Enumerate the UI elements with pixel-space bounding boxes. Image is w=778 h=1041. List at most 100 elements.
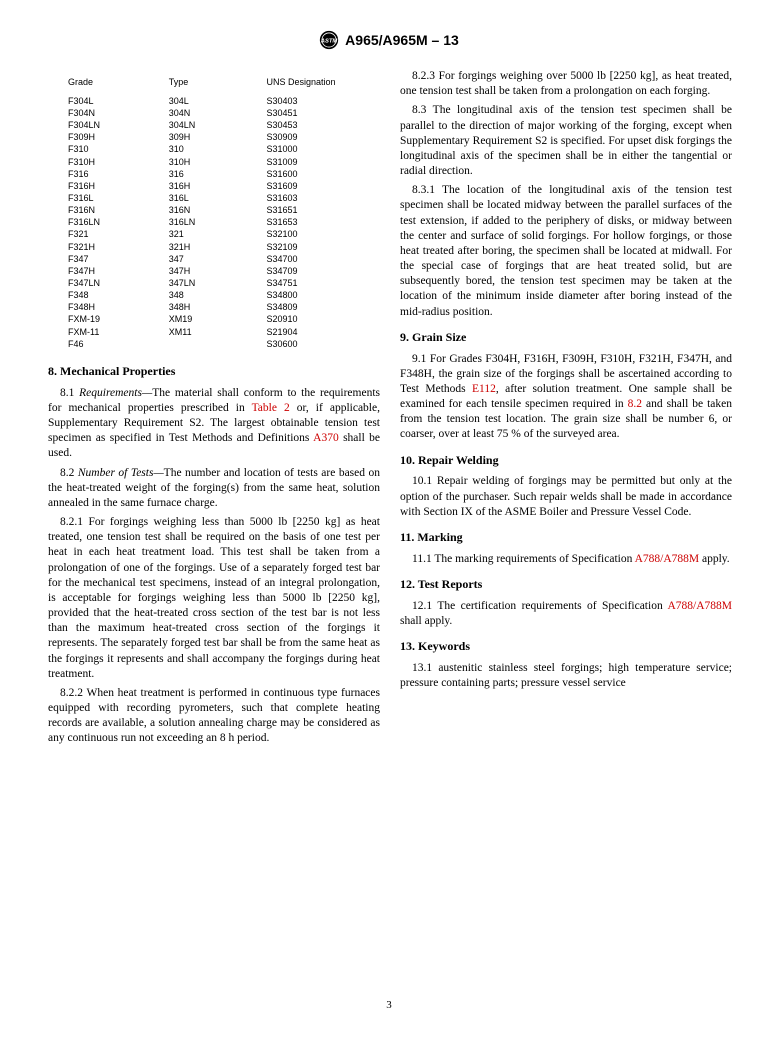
para-8-3-1: 8.3.1 The location of the longitudinal a…: [400, 183, 732, 320]
table-row: F316N316NS31651: [68, 204, 373, 216]
table-row: FXM-19XM19S20910: [68, 313, 373, 325]
cell-grade: F304L: [68, 95, 169, 107]
cell-grade: F310H: [68, 156, 169, 168]
cell-grade: F316: [68, 168, 169, 180]
cell-grade: F347H: [68, 265, 169, 277]
link-table2[interactable]: Table 2: [252, 402, 290, 414]
cell-type: XM19: [169, 313, 267, 325]
table-row: F310310S31000: [68, 143, 373, 155]
link-a788-1[interactable]: A788/A788M: [635, 553, 700, 565]
cell-grade: F348H: [68, 301, 169, 313]
table-row: F321321S32100: [68, 228, 373, 240]
table-header: Grade Type UNS Designation: [68, 73, 373, 95]
table-row: F348348S34800: [68, 289, 373, 301]
cell-type: 309H: [169, 131, 267, 143]
standard-title: ASTM A965/A965M – 13: [319, 30, 459, 50]
link-a788-2[interactable]: A788/A788M: [667, 600, 732, 612]
cell-type: 347H: [169, 265, 267, 277]
txt: shall apply.: [400, 615, 452, 627]
table-row: F347347S34700: [68, 253, 373, 265]
link-a370[interactable]: A370: [313, 432, 339, 444]
cell-type: 316H: [169, 180, 267, 192]
grade-table: Grade Type UNS Designation F304L304LS304…: [68, 73, 373, 350]
txt: 11.1 The marking requirements of Specifi…: [412, 553, 635, 565]
table-row: F348H348HS34809: [68, 301, 373, 313]
cell-type: 347: [169, 253, 267, 265]
cell-uns: S31009: [267, 156, 374, 168]
txt: Requirements—: [79, 387, 152, 399]
link-e112[interactable]: E112: [472, 383, 496, 395]
cell-uns: S30600: [267, 338, 374, 350]
txt: 12.1 The certification requirements of S…: [412, 600, 667, 612]
cell-type: 348: [169, 289, 267, 301]
cell-type: 347LN: [169, 277, 267, 289]
content-columns: Grade Type UNS Designation F304L304LS304…: [0, 69, 778, 751]
col-header-type: Type: [169, 77, 267, 89]
left-column: Grade Type UNS Designation F304L304LS304…: [48, 69, 380, 751]
cell-uns: S32100: [267, 228, 374, 240]
cell-grade: F347LN: [68, 277, 169, 289]
table-row: F316H316HS31609: [68, 180, 373, 192]
cell-uns: S34800: [267, 289, 374, 301]
table-row: F347LN347LNS34751: [68, 277, 373, 289]
cell-type: 304LN: [169, 119, 267, 131]
cell-type: 304N: [169, 107, 267, 119]
cell-type: 310H: [169, 156, 267, 168]
cell-uns: S30403: [267, 95, 374, 107]
para-13-1: 13.1 austenitic stainless steel forgings…: [400, 661, 732, 691]
cell-uns: S31653: [267, 216, 374, 228]
table-row: F321H321HS32109: [68, 241, 373, 253]
right-column: 8.2.3 For forgings weighing over 5000 lb…: [400, 69, 732, 751]
para-8-2-3: 8.2.3 For forgings weighing over 5000 lb…: [400, 69, 732, 99]
cell-grade: F316LN: [68, 216, 169, 228]
para-8-3: 8.3 The longitudinal axis of the tension…: [400, 103, 732, 179]
cell-grade: F321H: [68, 241, 169, 253]
para-8-2-2: 8.2.2 When heat treatment is performed i…: [48, 686, 380, 747]
txt: apply.: [699, 553, 730, 565]
cell-type: 316N: [169, 204, 267, 216]
para-8-2-1: 8.2.1 For forgings weighing less than 50…: [48, 515, 380, 682]
table-row: F304LN304LNS30453: [68, 119, 373, 131]
cell-uns: S30451: [267, 107, 374, 119]
cell-uns: S21904: [267, 326, 374, 338]
para-8-2: 8.2 Number of Tests—The number and locat…: [48, 466, 380, 512]
cell-type: 348H: [169, 301, 267, 313]
cell-uns: S31600: [267, 168, 374, 180]
cell-type: 321: [169, 228, 267, 240]
table-row: F316L316LS31603: [68, 192, 373, 204]
cell-grade: F304N: [68, 107, 169, 119]
cell-grade: F321: [68, 228, 169, 240]
table-row: F309H309HS30909: [68, 131, 373, 143]
table-row: F316LN316LNS31653: [68, 216, 373, 228]
section-heading-10: 10. Repair Welding: [400, 453, 732, 469]
table-row: F347H347HS34709: [68, 265, 373, 277]
astm-logo-icon: ASTM: [319, 30, 339, 50]
table-row: F310H310HS31009: [68, 156, 373, 168]
cell-uns: S30453: [267, 119, 374, 131]
txt: 8.2: [60, 467, 78, 479]
cell-grade: F309H: [68, 131, 169, 143]
page: ASTM A965/A965M – 13 Grade Type UNS Desi…: [0, 0, 778, 1041]
para-11-1: 11.1 The marking requirements of Specifi…: [400, 552, 732, 567]
cell-grade: F46: [68, 338, 169, 350]
cell-uns: S34809: [267, 301, 374, 313]
txt: 8.1: [60, 387, 79, 399]
para-12-1: 12.1 The certification requirements of S…: [400, 599, 732, 629]
cell-grade: F316L: [68, 192, 169, 204]
cell-uns: S20910: [267, 313, 374, 325]
cell-grade: F347: [68, 253, 169, 265]
cell-grade: FXM-19: [68, 313, 169, 325]
cell-type: 316L: [169, 192, 267, 204]
cell-type: XM11: [169, 326, 267, 338]
para-9-1: 9.1 For Grades F304H, F316H, F309H, F310…: [400, 352, 732, 443]
cell-uns: S32109: [267, 241, 374, 253]
cell-type: 321H: [169, 241, 267, 253]
link-8-2[interactable]: 8.2: [628, 398, 642, 410]
cell-grade: FXM-11: [68, 326, 169, 338]
cell-type: 316: [169, 168, 267, 180]
para-10-1: 10.1 Repair welding of forgings may be p…: [400, 474, 732, 520]
cell-grade: F348: [68, 289, 169, 301]
section-heading-9: 9. Grain Size: [400, 330, 732, 346]
cell-uns: S31651: [267, 204, 374, 216]
page-header: ASTM A965/A965M – 13: [0, 0, 778, 69]
